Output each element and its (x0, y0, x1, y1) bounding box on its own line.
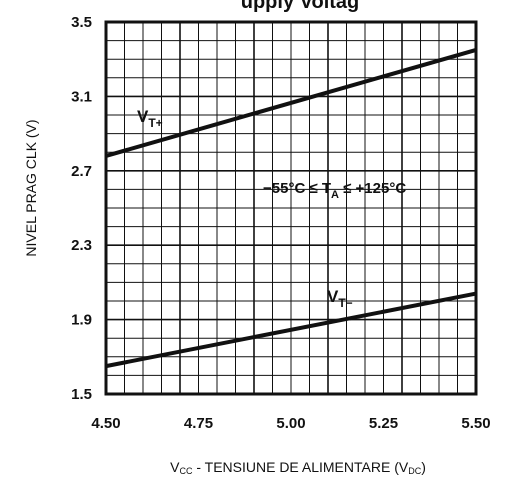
series-label-vt-minus: VT− (327, 287, 353, 310)
x-tick-label: 4.75 (184, 415, 213, 432)
x-tick-labels: 4.50 4.75 5.00 5.25 5.50 (91, 415, 490, 432)
x-tick-label: 5.00 (276, 415, 305, 432)
plot-frame (104, 20, 478, 396)
y-tick-label: 1.9 (71, 312, 92, 329)
y-tick-label: 3.5 (71, 14, 92, 31)
series-line-vt-plus (105, 47, 477, 158)
x-tick-label: 5.25 (369, 415, 398, 432)
y-tick-label: 2.7 (71, 163, 92, 180)
x-axis-label: VCC - TENSIUNE DE ALIMENTARE (VDC) (170, 459, 426, 476)
x-tick-label: 4.50 (91, 415, 120, 432)
series-label-vt-plus: VT+ (137, 107, 163, 130)
x-tick-label: 5.50 (461, 415, 490, 432)
temperature-range-annotation: −55°C ≤ TA ≤ +125°C (263, 180, 406, 201)
y-tick-label: 3.1 (71, 88, 92, 105)
y-tick-label: 1.5 (71, 386, 92, 403)
chart-title-fragment: upply Voltag (241, 0, 360, 13)
y-axis-label: NIVEL PRAG CLK (V) (23, 119, 39, 256)
series-line-vt-minus (105, 291, 477, 369)
grid-lines (106, 22, 476, 394)
y-tick-label: 2.3 (71, 237, 92, 254)
y-tick-labels: 1.5 1.9 2.3 2.7 3.1 3.5 (71, 14, 92, 403)
